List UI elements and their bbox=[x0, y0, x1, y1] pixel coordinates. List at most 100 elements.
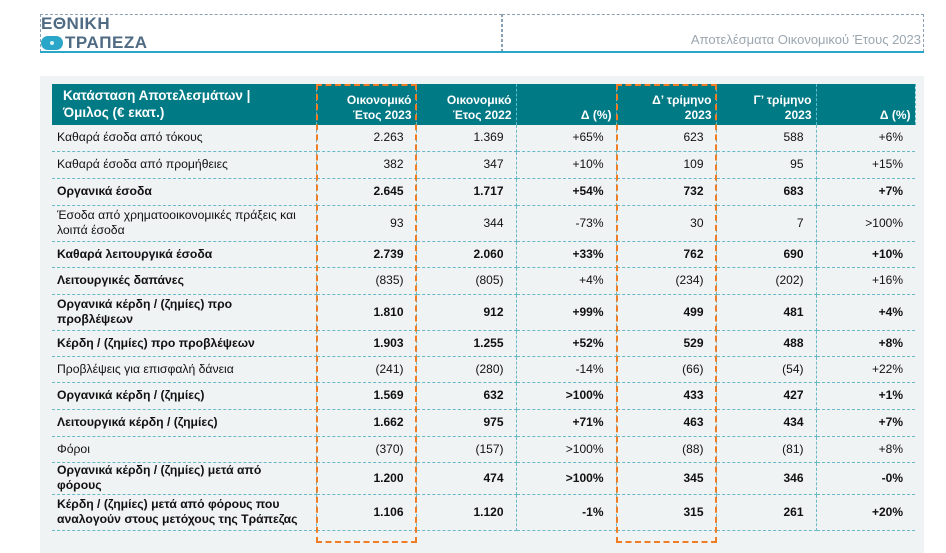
header-line: Έτος 2022 bbox=[452, 108, 512, 122]
row-value: 261 bbox=[716, 494, 817, 531]
row-value: (54) bbox=[716, 356, 817, 383]
logo-text-line2: ΤΡΑΠΕΖΑ bbox=[65, 33, 148, 52]
row-value: 975 bbox=[416, 409, 517, 437]
row-label: Οργανικά κέρδη / (ζημίες) bbox=[52, 382, 317, 410]
row-value: +33% bbox=[516, 241, 617, 268]
table-row: Καθαρά έσοδα από τόκους 2.263 1.369 +65% 623… bbox=[52, 125, 915, 152]
header-line: Δ’ τρίμηνο bbox=[652, 93, 712, 107]
row-value: 2.263 bbox=[316, 125, 417, 152]
row-value: +54% bbox=[516, 178, 617, 206]
row-label: Κέρδη / (ζημίες) προ προβλέψεων bbox=[52, 330, 317, 357]
row-label: Φόροι bbox=[52, 436, 317, 463]
table-body: Καθαρά έσοδα από τόκους 2.263 1.369 +65% 623… bbox=[52, 125, 915, 531]
row-value: +52% bbox=[516, 330, 617, 357]
header-statement-label: Κατάσταση Αποτελεσμάτων | Όμιλος (€ εκατ.… bbox=[52, 84, 317, 125]
row-value: (81) bbox=[716, 436, 817, 463]
row-value: 488 bbox=[716, 330, 817, 357]
row-value: >100% bbox=[816, 205, 915, 242]
table-row: Φόροι (370) (157) >100% (88) (81) +8% bbox=[52, 436, 915, 463]
row-value: (370) bbox=[316, 436, 417, 463]
row-value: >100% bbox=[516, 462, 617, 495]
header-line: Γ’ τρίμηνο bbox=[753, 93, 812, 107]
row-value: (202) bbox=[716, 267, 817, 295]
row-value: +15% bbox=[816, 151, 915, 179]
row-value: 347 bbox=[416, 151, 517, 179]
results-table: Κατάσταση Αποτελεσμάτων | Όμιλος (€ εκατ.… bbox=[52, 84, 916, 531]
header-line: Οικονομικό bbox=[446, 93, 512, 107]
row-value: 2.739 bbox=[316, 241, 417, 268]
table-row: Λειτουργικές δαπάνες (835) (805) +4% (234) (2… bbox=[52, 267, 915, 295]
row-value: (88) bbox=[616, 436, 717, 463]
row-value: 912 bbox=[416, 294, 517, 331]
row-value: -73% bbox=[516, 205, 617, 242]
row-value: 2.060 bbox=[416, 241, 517, 268]
row-value: 427 bbox=[716, 382, 817, 410]
table-row: Κέρδη / (ζημίες) προ προβλέψεων 1.903 1.25… bbox=[52, 330, 915, 357]
row-value: +1% bbox=[816, 382, 915, 410]
row-value: +7% bbox=[816, 409, 915, 437]
table-row: Καθαρά έσοδα από προμήθειες 382 347 +10% 109… bbox=[52, 151, 915, 179]
row-value: +6% bbox=[816, 125, 915, 152]
row-label: Καθαρά έσοδα από προμήθειες bbox=[52, 151, 317, 179]
table-row: Προβλέψεις για επισφαλή δάνεια (241) (280)… bbox=[52, 356, 915, 383]
row-value: 762 bbox=[616, 241, 717, 268]
table-row: Οργανικά κέρδη / (ζημίες) μετά από φόρου… bbox=[52, 462, 915, 495]
row-value: (805) bbox=[416, 267, 517, 295]
row-value: 1.717 bbox=[416, 178, 517, 206]
row-value: +4% bbox=[816, 294, 915, 331]
header-delta-quarter: Δ (%) bbox=[816, 84, 916, 125]
row-value: 434 bbox=[716, 409, 817, 437]
row-value: (234) bbox=[616, 267, 717, 295]
row-label: Λειτουργικά κέρδη / (ζημίες) bbox=[52, 409, 317, 437]
row-value: 474 bbox=[416, 462, 517, 495]
table-header: Κατάσταση Αποτελεσμάτων | Όμιλος (€ εκατ.… bbox=[52, 84, 916, 125]
header-q4-2023: Δ’ τρίμηνο 2023 bbox=[616, 84, 717, 125]
row-value: (66) bbox=[616, 356, 717, 383]
header-q3-2023: Γ’ τρίμηνο 2023 bbox=[716, 84, 817, 125]
row-label: Οργανικά έσοδα bbox=[52, 178, 317, 206]
row-value: 95 bbox=[716, 151, 817, 179]
row-value: -14% bbox=[516, 356, 617, 383]
page-header: ΕΘΝΙΚΗ ΤΡΑΠΕΖΑ Αποτελέσματα Οικονομικού … bbox=[0, 0, 946, 60]
row-label: Λειτουργικές δαπάνες bbox=[52, 267, 317, 295]
row-value: 1.106 bbox=[316, 494, 417, 531]
row-value: 382 bbox=[316, 151, 417, 179]
row-value: 93 bbox=[316, 205, 417, 242]
row-value: 2.645 bbox=[316, 178, 417, 206]
row-value: 315 bbox=[616, 494, 717, 531]
header-delta-year: Δ (%) bbox=[516, 84, 617, 125]
row-value: >100% bbox=[516, 436, 617, 463]
header-line: Κατάσταση Αποτελεσμάτων | bbox=[63, 87, 251, 103]
row-label: Προβλέψεις για επισφαλή δάνεια bbox=[52, 356, 317, 383]
table-row: Οργανικά έσοδα 2.645 1.717 +54% 732 683 +7% bbox=[52, 178, 915, 206]
row-value: +99% bbox=[516, 294, 617, 331]
row-value: +16% bbox=[816, 267, 915, 295]
row-value: (280) bbox=[416, 356, 517, 383]
header-line: 2023 bbox=[784, 108, 812, 122]
table-row: Οργανικά κέρδη / (ζημίες) 1.569 632 >100% 43… bbox=[52, 382, 915, 410]
row-value: 529 bbox=[616, 330, 717, 357]
row-value: +10% bbox=[816, 241, 915, 268]
row-label: Καθαρά έσοδα από τόκους bbox=[52, 125, 317, 152]
row-value: 346 bbox=[716, 462, 817, 495]
header-title-box: Αποτελέσματα Οικονομικού Έτους 2023 bbox=[502, 14, 924, 52]
row-value: +7% bbox=[816, 178, 915, 206]
row-value: 732 bbox=[616, 178, 717, 206]
bank-logo: ΕΘΝΙΚΗ ΤΡΑΠΕΖΑ bbox=[40, 14, 502, 52]
header-line: Έτος 2023 bbox=[352, 108, 412, 122]
row-value: +10% bbox=[516, 151, 617, 179]
header-line: Δ (%) bbox=[879, 108, 911, 122]
row-value: (157) bbox=[416, 436, 517, 463]
row-value: 1.903 bbox=[316, 330, 417, 357]
row-value: +65% bbox=[516, 125, 617, 152]
row-value: 481 bbox=[716, 294, 817, 331]
logo-mark-icon bbox=[41, 36, 63, 50]
row-label: Καθαρά λειτουργικά έσοδα bbox=[52, 241, 317, 268]
row-value: 1.369 bbox=[416, 125, 517, 152]
row-label: Οργανικά κέρδη / (ζημίες) μετά από φόρου… bbox=[52, 462, 317, 495]
row-value: +8% bbox=[816, 436, 915, 463]
row-value: 632 bbox=[416, 382, 517, 410]
header-divider bbox=[40, 51, 924, 53]
header-line: Δ (%) bbox=[580, 108, 612, 122]
row-value: 690 bbox=[716, 241, 817, 268]
